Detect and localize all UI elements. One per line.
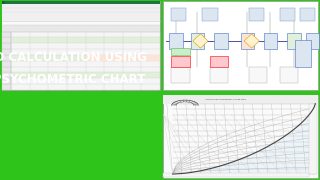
Bar [191,33,204,49]
Text: COIL LOAD CALCULATION USING: COIL LOAD CALCULATION USING [0,51,147,64]
Bar [214,33,228,49]
Bar [2,43,11,49]
Bar [249,67,267,83]
Bar [163,173,309,177]
Bar [85,55,123,61]
Bar [123,55,160,61]
Text: ASHRAE PSYCHOMETRIC CHART: ASHRAE PSYCHOMETRIC CHART [0,73,145,86]
Bar [163,95,318,104]
Bar [2,61,11,67]
Bar [2,1,160,4]
Bar [2,84,11,90]
Bar [210,56,228,67]
Polygon shape [193,34,208,48]
Bar [280,8,295,21]
Bar [202,8,218,21]
Bar [210,67,228,83]
Bar [171,67,189,83]
Bar [171,48,189,55]
Bar [171,56,189,67]
Bar [2,67,11,73]
Bar [2,1,160,21]
Bar [2,73,11,78]
Bar [300,8,315,21]
Bar [11,55,160,61]
Bar [163,95,318,178]
Polygon shape [172,104,315,174]
Bar [169,33,183,49]
Bar [241,33,254,49]
Bar [295,40,311,67]
Bar [2,37,11,43]
Bar [11,37,160,43]
Bar [249,8,264,21]
Bar [171,8,187,21]
Bar [2,21,160,25]
Bar [2,49,11,55]
Text: ASHRAE PSYCHROMETRIC CHART NO.1: ASHRAE PSYCHROMETRIC CHART NO.1 [204,99,246,100]
Bar [306,33,319,49]
Bar [163,1,318,90]
Bar [2,1,5,4]
Bar [2,1,160,90]
Bar [2,55,11,61]
Bar [280,67,298,83]
Bar [2,32,11,37]
Bar [309,104,317,174]
Bar [2,25,160,32]
Bar [2,78,11,84]
Bar [287,33,300,49]
Bar [11,73,160,78]
Bar [264,33,277,49]
Polygon shape [244,34,259,48]
